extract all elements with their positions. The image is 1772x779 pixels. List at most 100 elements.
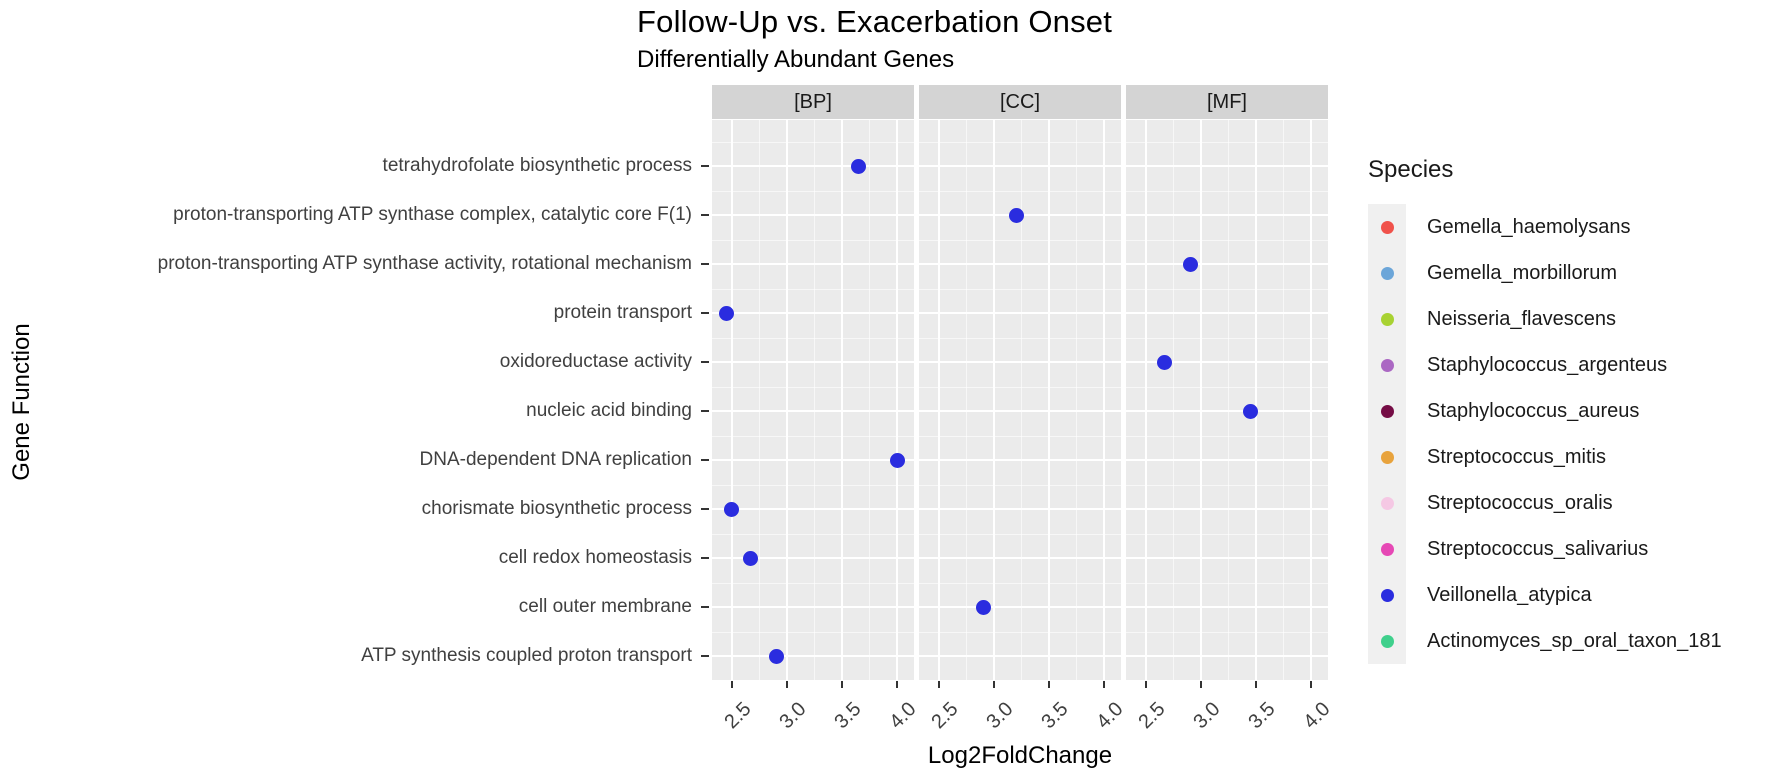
legend-item-label: Streptococcus_salivarius	[1427, 538, 1649, 560]
gridline-minor-h	[712, 190, 914, 192]
gridline-minor-h	[712, 582, 914, 584]
data-point	[743, 550, 759, 566]
data-point	[1243, 403, 1259, 419]
gridline-major-h	[919, 410, 1121, 412]
legend-point-icon	[1380, 404, 1394, 418]
gridline-major-h	[1126, 214, 1328, 216]
gridline-major-h	[1126, 263, 1328, 265]
legend-point-icon	[1380, 588, 1394, 602]
y-axis-tick	[701, 263, 709, 265]
gridline-major-h	[712, 606, 914, 608]
gridline-major-v	[1310, 120, 1313, 680]
gridline-major-h	[712, 165, 914, 167]
x-axis-tick	[730, 681, 733, 688]
gridline-major-h	[1126, 508, 1328, 510]
x-axis-tick-label: 3.0	[1189, 698, 1225, 734]
y-axis-tick	[701, 508, 709, 510]
gridline-minor-h	[1126, 582, 1328, 584]
legend-point-icon	[1380, 358, 1394, 372]
legend-point-icon	[1380, 220, 1394, 234]
gridline-major-v	[786, 120, 789, 680]
legend-item-label: Streptococcus_oralis	[1427, 492, 1613, 514]
legend-point-icon	[1380, 450, 1394, 464]
gridline-major-h	[1126, 410, 1328, 412]
y-axis-category-label: proton-transporting ATP synthase complex…	[173, 204, 692, 225]
data-point	[768, 648, 784, 664]
y-axis-tick	[701, 459, 709, 461]
gridline-minor-h	[712, 141, 914, 143]
gridline-minor-h	[1126, 239, 1328, 241]
y-axis-category-label: nucleic acid binding	[526, 400, 692, 421]
data-point	[718, 305, 734, 321]
gridline-major-h	[919, 459, 1121, 461]
gridline-major-h	[919, 508, 1121, 510]
gridline-major-v	[937, 120, 940, 680]
gridline-minor-v	[1283, 120, 1285, 680]
x-axis-tick	[1103, 681, 1106, 688]
y-axis-tick	[701, 557, 709, 559]
gridline-minor-h	[712, 288, 914, 290]
legend-point-icon	[1380, 312, 1394, 326]
gridline-minor-h	[1126, 631, 1328, 633]
legend-point-icon	[1380, 634, 1394, 648]
legend-item-label: Actinomyces_sp_oral_taxon_181	[1427, 630, 1722, 652]
x-axis-tick-label: 3.0	[775, 698, 811, 734]
data-point	[1182, 256, 1198, 272]
gridline-major-h	[1126, 557, 1328, 559]
legend-point-icon	[1380, 266, 1394, 280]
gridline-major-h	[712, 263, 914, 265]
y-axis-category-label: protein transport	[553, 302, 692, 323]
y-axis-category-label: cell redox homeostasis	[498, 547, 692, 568]
chart-subtitle: Differentially Abundant Genes	[637, 46, 955, 73]
gridline-major-h	[712, 410, 914, 412]
y-axis-category-label: ATP synthesis coupled proton transport	[361, 645, 692, 666]
y-axis-category-label: chorismate biosynthetic process	[421, 498, 692, 519]
y-axis-tick	[701, 655, 709, 657]
gridline-major-h	[712, 557, 914, 559]
facet-panel-mf	[1126, 120, 1328, 680]
gridline-minor-h	[1126, 435, 1328, 437]
gridline-major-h	[712, 508, 914, 510]
y-axis-tick	[701, 312, 709, 314]
facet-panel-bp	[712, 120, 914, 680]
gridline-minor-h	[712, 435, 914, 437]
gridline-major-v	[993, 120, 996, 680]
gridline-minor-v	[966, 120, 967, 680]
x-axis-tick	[1255, 681, 1258, 688]
gridline-major-h	[1126, 655, 1328, 657]
legend-item-label: Gemella_haemolysans	[1427, 216, 1631, 238]
gridline-major-h	[919, 312, 1121, 314]
y-axis-category-label: proton-transporting ATP synthase activit…	[157, 253, 692, 274]
x-axis-tick	[993, 681, 996, 688]
x-axis-tick	[841, 681, 844, 688]
y-axis-tick	[701, 214, 709, 216]
gridline-minor-h	[919, 631, 1121, 633]
x-axis-tick-label: 2.5	[720, 698, 756, 734]
gridline-major-v	[896, 120, 899, 680]
x-axis-tick-label: 4.0	[1299, 698, 1335, 734]
x-axis-tick	[1048, 681, 1051, 688]
y-axis-tick	[701, 361, 709, 363]
gridline-minor-h	[919, 533, 1121, 535]
gridline-minor-h	[712, 337, 914, 339]
gridline-major-v	[1103, 120, 1106, 680]
x-axis-tick	[786, 681, 789, 688]
x-axis-tick-label: 3.5	[1244, 698, 1280, 734]
gridline-minor-h	[1126, 288, 1328, 290]
gridline-minor-v	[1173, 120, 1174, 680]
y-axis-category-label: tetrahydrofolate biosynthetic process	[382, 155, 692, 176]
gridline-major-v	[1048, 120, 1051, 680]
gridline-minor-h	[919, 239, 1121, 241]
gridline-major-h	[712, 312, 914, 314]
gridline-minor-h	[712, 533, 914, 535]
legend-item-label: Staphylococcus_argenteus	[1427, 354, 1668, 376]
chart-title: Follow-Up vs. Exacerbation Onset	[637, 4, 1113, 39]
gridline-major-h	[1126, 606, 1328, 608]
legend-point-icon	[1380, 496, 1394, 510]
gridline-major-h	[1126, 165, 1328, 167]
gridline-minor-v	[759, 120, 760, 680]
gridline-minor-h	[919, 582, 1121, 584]
gridline-minor-h	[1126, 141, 1328, 143]
gridline-major-v	[730, 120, 733, 680]
gridline-minor-h	[919, 435, 1121, 437]
